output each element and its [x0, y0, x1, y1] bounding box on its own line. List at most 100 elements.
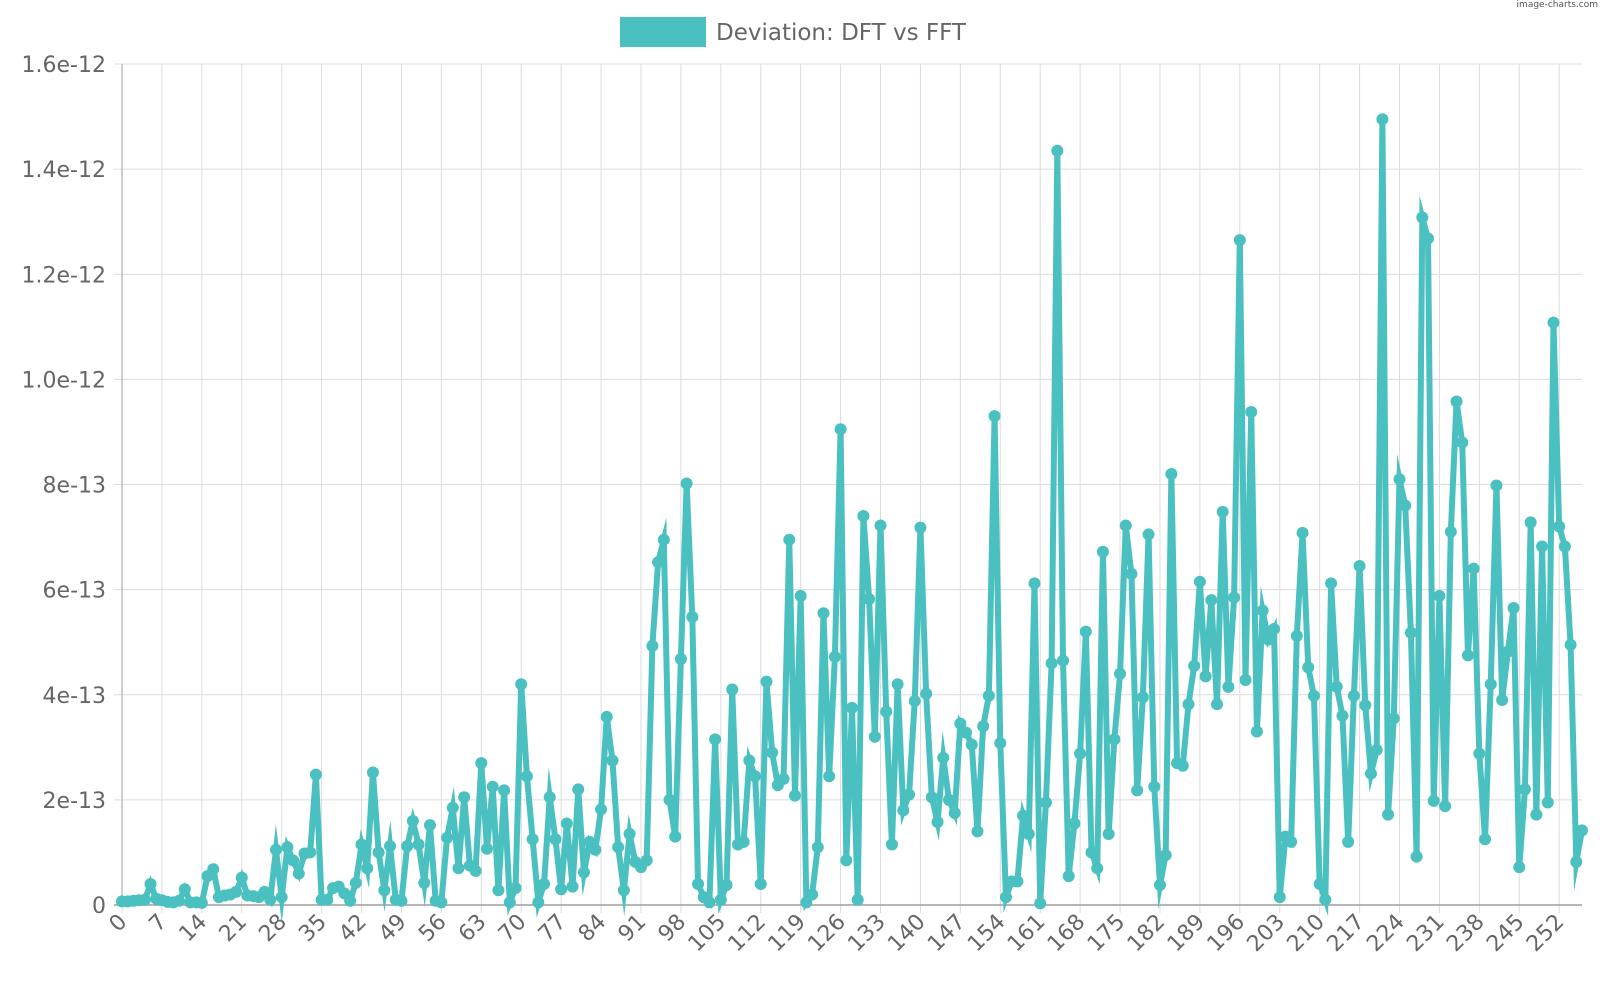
- data-point: [1530, 808, 1543, 821]
- data-point: [1216, 505, 1229, 518]
- x-tick-label: 147: [923, 910, 970, 957]
- data-point: [309, 768, 322, 781]
- data-point: [1273, 891, 1286, 904]
- data-point: [1524, 516, 1537, 529]
- data-point: [1182, 698, 1195, 711]
- x-tick-label: 56: [414, 910, 451, 947]
- data-point: [954, 717, 967, 730]
- data-point: [1404, 626, 1417, 639]
- x-tick-label: 77: [534, 910, 571, 947]
- data-point: [1022, 828, 1035, 841]
- x-tick-label: 210: [1283, 910, 1330, 957]
- x-tick-label: 238: [1442, 910, 1489, 957]
- data-point: [269, 843, 282, 856]
- data-point: [1541, 796, 1554, 809]
- x-tick-label: 63: [454, 910, 491, 947]
- data-point: [743, 754, 756, 767]
- data-point: [863, 593, 876, 606]
- data-point: [1302, 661, 1315, 674]
- data-point: [977, 720, 990, 733]
- data-point: [1165, 467, 1178, 480]
- data-point: [1091, 862, 1104, 875]
- data-point: [1570, 855, 1583, 868]
- x-tick-label: 42: [334, 910, 371, 947]
- data-point: [840, 854, 853, 867]
- data-point: [903, 788, 916, 801]
- data-point: [1382, 808, 1395, 821]
- data-point: [509, 882, 522, 895]
- data-point: [469, 864, 482, 877]
- data-point: [1558, 540, 1571, 553]
- data-point: [1114, 667, 1127, 680]
- data-point: [423, 819, 436, 832]
- data-point: [1496, 694, 1509, 707]
- data-point: [230, 885, 243, 898]
- data-point: [566, 880, 579, 893]
- data-point: [942, 793, 955, 806]
- data-point: [777, 772, 790, 785]
- data-point: [138, 893, 151, 906]
- data-point: [1513, 861, 1526, 874]
- data-point: [1444, 525, 1457, 538]
- x-tick-label: 49: [374, 910, 411, 947]
- data-point: [366, 766, 379, 779]
- data-point: [1051, 144, 1064, 157]
- data-point: [749, 770, 762, 783]
- data-point: [1262, 633, 1275, 646]
- data-point: [1422, 232, 1435, 245]
- data-point: [851, 893, 864, 906]
- data-point: [1159, 849, 1172, 862]
- data-point: [846, 701, 858, 714]
- data-point: [823, 770, 836, 783]
- data-point: [1484, 678, 1497, 691]
- data-point: [481, 842, 493, 855]
- data-point: [1062, 870, 1075, 883]
- data-point: [817, 607, 830, 620]
- data-point: [361, 862, 374, 875]
- data-point: [617, 884, 630, 897]
- x-tick-label: 35: [294, 910, 331, 947]
- x-tick-label: 119: [764, 910, 811, 957]
- data-point: [657, 533, 670, 546]
- data-point: [1108, 733, 1121, 746]
- data-point: [1039, 796, 1052, 809]
- data-point: [703, 896, 716, 909]
- data-point: [1136, 691, 1149, 704]
- data-point: [195, 896, 208, 909]
- data-point: [1068, 817, 1081, 830]
- data-point: [1102, 828, 1115, 841]
- y-tick-label: 0: [92, 894, 106, 919]
- data-point: [1057, 654, 1070, 667]
- data-point: [1188, 659, 1201, 672]
- data-point: [994, 737, 1007, 750]
- data-point: [1211, 698, 1223, 711]
- data-point: [355, 838, 368, 851]
- data-point: [948, 807, 961, 820]
- data-point: [1096, 545, 1109, 558]
- x-tick-label: 203: [1243, 910, 1290, 957]
- data-point: [144, 877, 157, 890]
- data-point: [292, 867, 305, 880]
- data-point: [178, 883, 191, 896]
- data-point: [709, 733, 722, 746]
- data-point: [868, 730, 881, 743]
- data-point: [897, 804, 910, 817]
- x-tick-label: 14: [175, 910, 212, 947]
- data-point: [287, 854, 300, 867]
- data-point: [1518, 783, 1531, 796]
- data-point: [971, 825, 984, 838]
- data-point: [680, 477, 693, 490]
- data-point: [418, 876, 431, 889]
- data-point: [1410, 850, 1423, 863]
- data-point: [304, 846, 317, 859]
- data-point: [555, 883, 568, 896]
- data-point: [1450, 395, 1463, 408]
- data-point: [538, 877, 551, 890]
- data-point: [1399, 499, 1412, 512]
- x-tick-label: 161: [1003, 910, 1050, 957]
- data-point: [1467, 562, 1480, 575]
- watermark: image-charts.com: [1516, 0, 1598, 10]
- legend: Deviation: DFT vs FFT: [620, 17, 967, 47]
- data-point: [1364, 767, 1377, 780]
